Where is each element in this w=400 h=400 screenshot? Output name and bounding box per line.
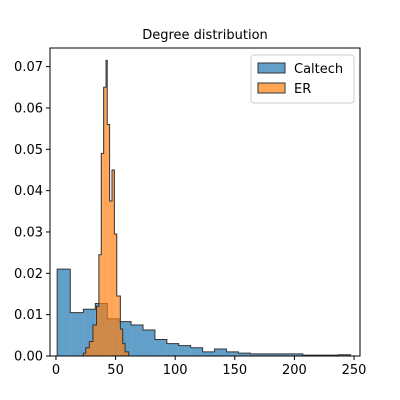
y-tick-label: 0.07 <box>14 60 43 75</box>
histogram-bin <box>190 347 203 356</box>
y-tick-label: 0.03 <box>14 225 43 240</box>
x-tick-label: 200 <box>282 363 307 378</box>
histogram-bin <box>70 312 84 356</box>
histogram-outline <box>82 59 130 356</box>
histogram-bin <box>83 309 96 356</box>
histogram-bin <box>57 269 71 356</box>
histogram-bin <box>85 347 90 356</box>
histogram-bin <box>106 60 108 357</box>
histogram-bin <box>202 351 215 356</box>
histogram-bin <box>103 87 107 356</box>
histogram-bin <box>96 306 99 356</box>
histogram-outline <box>56 268 351 356</box>
y-tick-label: 0.06 <box>14 101 43 116</box>
histogram-bin <box>101 153 104 356</box>
histogram-bin <box>114 234 117 356</box>
y-tick-label: 0.01 <box>14 308 43 323</box>
x-tick-label: 150 <box>222 363 247 378</box>
histogram-bin <box>83 353 86 356</box>
histogram-bin <box>109 200 112 356</box>
legend-swatch <box>257 62 286 74</box>
histogram-bin <box>119 321 132 356</box>
x-tick-label: 250 <box>342 363 367 378</box>
histogram-bin <box>107 124 110 357</box>
histogram-bin <box>238 353 251 356</box>
axes-frame <box>49 47 361 357</box>
chart-title: Degree distribution <box>142 28 268 43</box>
legend-swatch <box>257 82 286 94</box>
histogram-bin <box>98 254 102 356</box>
series-er <box>82 59 130 357</box>
x-tick-label: 0 <box>52 363 60 378</box>
legend-label: ER <box>294 82 311 97</box>
histogram-bin <box>92 324 97 356</box>
y-tick-label: 0.00 <box>14 350 43 365</box>
y-axis: 0.00 0.01 0.02 0.03 0.04 0.05 0.06 0.07 <box>14 60 50 365</box>
histogram-bin <box>116 296 121 356</box>
x-tick-label: 100 <box>163 363 188 378</box>
x-tick-label: 50 <box>107 363 124 378</box>
x-axis: 0 50 100 150 200 250 <box>52 356 367 378</box>
histogram-bin <box>122 343 126 356</box>
histogram-bin <box>120 329 123 356</box>
histogram-bin <box>178 345 191 356</box>
histogram-bin <box>154 339 167 356</box>
histogram-bin <box>250 353 303 356</box>
histogram-bin <box>89 341 93 356</box>
y-tick-label: 0.04 <box>14 184 43 199</box>
histogram-bin <box>166 343 179 356</box>
histogram-bin <box>214 348 227 356</box>
histogram-bin <box>143 329 155 356</box>
histogram-bin <box>125 351 129 356</box>
legend-label: Caltech <box>294 62 343 77</box>
y-tick-label: 0.02 <box>14 267 43 282</box>
legend: Caltech ER <box>250 54 355 104</box>
histogram-bin <box>131 324 143 356</box>
histogram-bin <box>112 169 115 356</box>
y-tick-label: 0.05 <box>14 143 43 158</box>
histogram-bin <box>338 354 351 356</box>
histogram-bin <box>226 351 239 356</box>
plot-area <box>56 59 351 357</box>
